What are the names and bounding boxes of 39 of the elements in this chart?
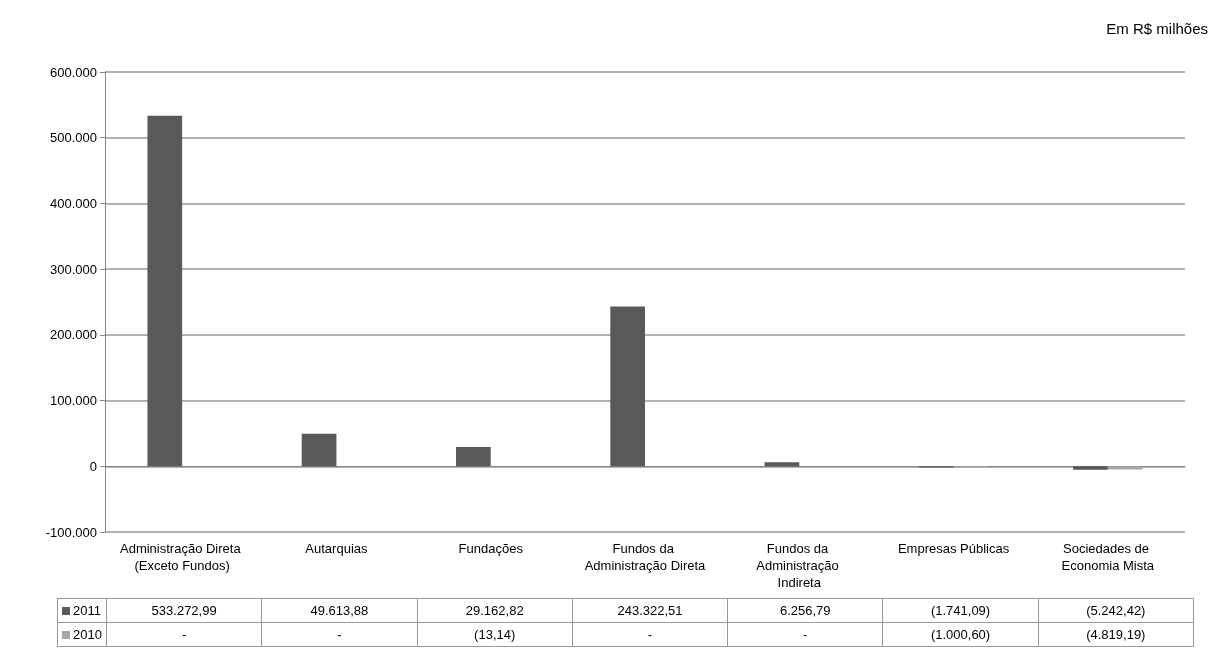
y-tick-label: 600.000 [50,64,97,80]
data-label: - [106,622,262,647]
y-tick-label: 300.000 [50,261,97,277]
legend-label: 2010 [57,622,107,647]
data-label: - [572,622,728,647]
y-tick-label: 500.000 [50,130,97,146]
x-tick-label: Autarquias [305,541,368,556]
text: Em R$ milhões [1106,20,1208,37]
x-tick-label: Administração Direta (Exceto Fundos) [120,541,245,573]
data-label: 533.272,99 [106,598,262,623]
data-label: 29.162,82 [417,598,573,623]
y-tick-label: 400.000 [50,195,97,211]
x-tick-label: Fundações [458,541,524,556]
bar [147,115,183,467]
data-label: (5.242,42) [1038,598,1194,623]
bar [456,447,491,467]
x-tick-label: Fundos da Administração Indireta [756,541,843,590]
data-label: (13,14) [417,622,573,647]
x-tick-label: Fundos da Administração Direta [584,541,707,573]
bar [301,433,337,467]
legend-label: 2011 [57,598,107,623]
x-tick-label: Sociedades de Economia Mista [1061,541,1155,573]
bar [764,462,800,467]
data-label: (4.819,19) [1038,622,1194,647]
bar [1107,466,1143,470]
data-label: 6.256,79 [727,598,883,623]
y-tick-label: 200.000 [50,327,97,343]
y-tick-label: -100.000 [45,524,97,540]
data-label: - [727,622,883,647]
data-label: 49.613,88 [261,598,418,623]
data-label: - [261,622,418,647]
y-tick-label: 0 [89,458,97,474]
bar [610,306,645,467]
y-tick-label: 100.000 [50,393,97,409]
data-label: 243.322,51 [572,598,728,623]
data-label: (1.741,09) [882,598,1039,623]
data-label: (1.000,60) [882,622,1039,647]
bar [1073,466,1108,470]
x-tick-label: Empresas Públicas [897,541,1010,556]
